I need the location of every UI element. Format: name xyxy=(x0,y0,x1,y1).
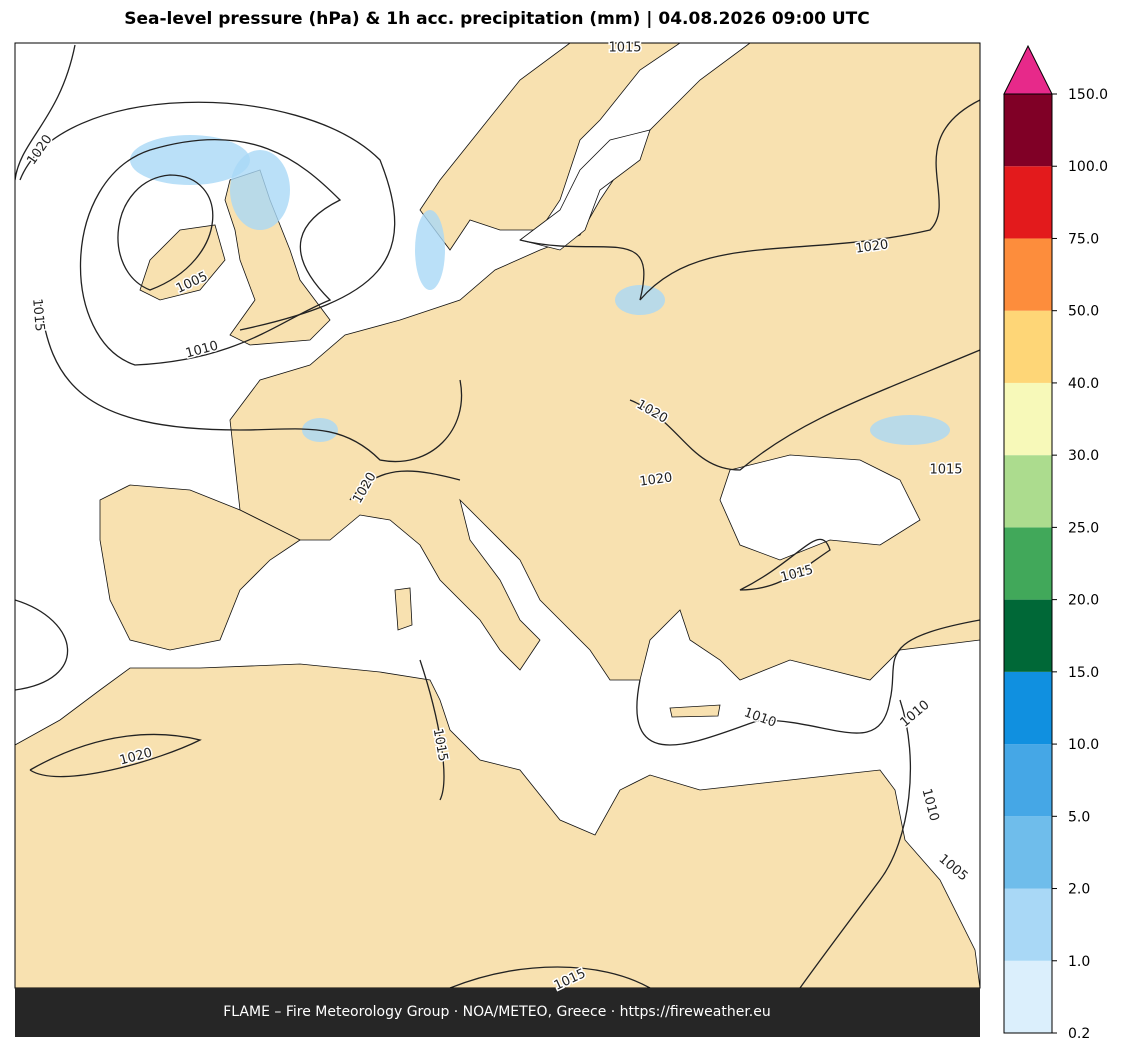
colorbar-tick-label: 100.0 xyxy=(1068,159,1108,175)
footer: FLAME – Fire Meteorology Group · NOA/MET… xyxy=(223,1004,771,1020)
colorbar-tick-label: 50.0 xyxy=(1068,304,1099,320)
isobar xyxy=(629,349,980,471)
title: Sea-level pressure (hPa) & 1h acc. preci… xyxy=(124,9,870,29)
colorbar-frame xyxy=(1003,93,1053,1034)
contour-label: 1015 xyxy=(430,727,451,762)
precipitation xyxy=(230,150,290,230)
isobar xyxy=(79,138,342,366)
isobar xyxy=(29,733,202,778)
colorbar-tick-label: 25.0 xyxy=(1068,520,1099,536)
colorbar: 0.2 1.0 2.0 5.0 10.0 15.0 20.0 25.0 30.0 40.0 50.0… xyxy=(1003,44,1108,1042)
contour-label: 1015 xyxy=(608,41,641,56)
isobar xyxy=(39,299,463,463)
isobar xyxy=(15,599,69,691)
colorbar-tick-label: 20.0 xyxy=(1068,593,1099,609)
ireland xyxy=(139,224,226,301)
colorbar-tick-label: 150.0 xyxy=(1068,87,1108,103)
colorbar-tick-label: 15.0 xyxy=(1068,665,1099,681)
colorbar-segment xyxy=(1004,455,1052,528)
colorbar-tick-label: 2.0 xyxy=(1068,882,1090,898)
map xyxy=(14,42,981,989)
africa xyxy=(15,663,980,988)
isobar xyxy=(739,538,831,591)
colorbar-segment xyxy=(1004,816,1052,889)
contour-label: 1015 xyxy=(29,298,47,332)
colorbar-segment xyxy=(1004,382,1052,456)
colorbar-tick-label: 1.0 xyxy=(1068,954,1090,970)
isobar xyxy=(19,101,396,331)
iberia xyxy=(99,484,301,651)
isobar xyxy=(799,699,912,988)
isobar xyxy=(419,659,445,801)
colorbar-tick-label: 0.2 xyxy=(1068,1026,1090,1042)
baltic-sea xyxy=(519,129,651,251)
colorbar-tick-label: 75.0 xyxy=(1068,231,1099,247)
precipitation xyxy=(870,415,950,445)
colorbar-segment xyxy=(1004,166,1052,239)
isobar xyxy=(349,470,461,501)
black-sea xyxy=(719,454,921,561)
colorbar-segment xyxy=(1004,527,1052,600)
colorbar-tick-label: 10.0 xyxy=(1068,737,1099,753)
sardinia xyxy=(394,587,413,631)
colorbar-tick-label: 5.0 xyxy=(1068,809,1090,825)
scandinavia xyxy=(419,43,681,251)
contour-label: 1015 xyxy=(929,463,962,478)
isobar xyxy=(519,99,980,301)
isobar xyxy=(117,174,214,291)
crete xyxy=(669,704,721,718)
colorbar-segment xyxy=(1004,744,1052,817)
colorbar-segment xyxy=(1004,671,1052,745)
colorbar-segment xyxy=(1004,238,1052,311)
colorbar-segment xyxy=(1004,94,1052,167)
precipitation xyxy=(415,210,445,290)
colorbar-extend xyxy=(1003,44,1053,95)
colorbar-tick-label: 30.0 xyxy=(1068,448,1099,464)
contour-label: 1020 xyxy=(639,470,674,489)
isobar xyxy=(636,619,980,746)
colorbar-segment xyxy=(1004,960,1052,1033)
isobar xyxy=(449,966,651,988)
colorbar-segment xyxy=(1004,310,1052,383)
contour-label: 1020 xyxy=(855,237,890,256)
colorbar-tick-label: 40.0 xyxy=(1068,376,1099,392)
footer-bar xyxy=(15,988,980,1037)
colorbar-segment xyxy=(1004,888,1052,961)
colorbar-segment xyxy=(1004,599,1052,672)
isobar xyxy=(15,44,76,181)
